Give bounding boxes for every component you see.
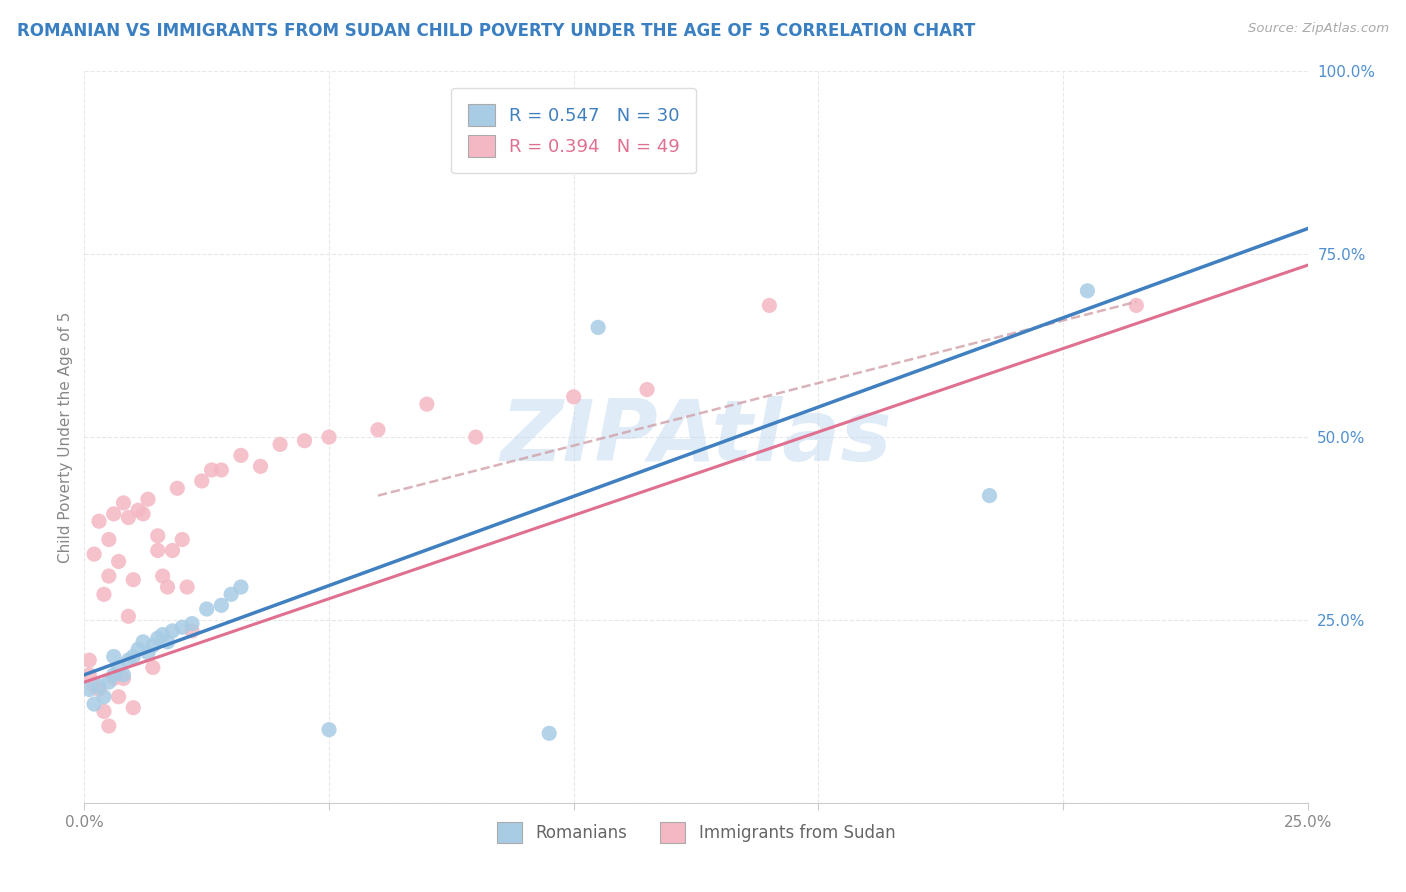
Point xyxy=(195,602,218,616)
Point xyxy=(586,320,609,334)
Point xyxy=(318,723,340,737)
Point xyxy=(97,675,120,690)
Point xyxy=(979,489,1001,503)
Point xyxy=(107,660,129,674)
Point xyxy=(209,599,232,613)
Point xyxy=(142,639,165,653)
Point xyxy=(97,533,120,547)
Point xyxy=(172,620,194,634)
Point xyxy=(87,514,110,528)
Point xyxy=(172,533,194,547)
Point xyxy=(176,580,198,594)
Point xyxy=(103,649,125,664)
Point xyxy=(318,430,340,444)
Point xyxy=(132,635,155,649)
Point xyxy=(181,624,204,638)
Point xyxy=(117,609,139,624)
Point xyxy=(112,667,135,681)
Point xyxy=(156,635,179,649)
Legend: Romanians, Immigrants from Sudan: Romanians, Immigrants from Sudan xyxy=(491,815,901,849)
Point xyxy=(1125,298,1147,312)
Point xyxy=(416,397,439,411)
Point xyxy=(117,510,139,524)
Point xyxy=(249,459,271,474)
Point xyxy=(77,653,100,667)
Point xyxy=(83,547,105,561)
Text: ZIPAtlas: ZIPAtlas xyxy=(501,395,891,479)
Point xyxy=(636,383,658,397)
Point xyxy=(464,430,486,444)
Point xyxy=(146,529,169,543)
Point xyxy=(142,660,165,674)
Point xyxy=(112,496,135,510)
Point xyxy=(77,667,100,681)
Point xyxy=(93,705,115,719)
Point xyxy=(97,569,120,583)
Point xyxy=(122,700,145,714)
Point xyxy=(122,649,145,664)
Point xyxy=(166,481,188,495)
Point xyxy=(294,434,316,448)
Point xyxy=(97,719,120,733)
Point xyxy=(83,679,105,693)
Point xyxy=(122,573,145,587)
Point xyxy=(181,616,204,631)
Point xyxy=(367,423,389,437)
Point xyxy=(200,463,222,477)
Point xyxy=(93,587,115,601)
Text: Source: ZipAtlas.com: Source: ZipAtlas.com xyxy=(1249,22,1389,36)
Text: ROMANIAN VS IMMIGRANTS FROM SUDAN CHILD POVERTY UNDER THE AGE OF 5 CORRELATION C: ROMANIAN VS IMMIGRANTS FROM SUDAN CHILD … xyxy=(17,22,976,40)
Point xyxy=(112,672,135,686)
Point xyxy=(103,667,125,681)
Point xyxy=(191,474,214,488)
Point xyxy=(229,448,252,462)
Point xyxy=(538,726,561,740)
Point xyxy=(219,587,242,601)
Point xyxy=(152,627,174,641)
Point xyxy=(146,632,169,646)
Point xyxy=(562,390,585,404)
Point xyxy=(136,492,159,507)
Point xyxy=(87,679,110,693)
Point xyxy=(758,298,780,312)
Point xyxy=(117,653,139,667)
Point xyxy=(162,624,184,638)
Point xyxy=(136,646,159,660)
Point xyxy=(107,554,129,568)
Point xyxy=(146,543,169,558)
Point xyxy=(83,697,105,711)
Point xyxy=(156,580,179,594)
Point xyxy=(103,672,125,686)
Point xyxy=(209,463,232,477)
Point xyxy=(1076,284,1098,298)
Point xyxy=(132,507,155,521)
Y-axis label: Child Poverty Under the Age of 5: Child Poverty Under the Age of 5 xyxy=(58,311,73,563)
Point xyxy=(152,569,174,583)
Point xyxy=(127,503,149,517)
Point xyxy=(77,682,100,697)
Point xyxy=(229,580,252,594)
Point xyxy=(87,682,110,697)
Point xyxy=(93,690,115,704)
Point xyxy=(269,437,291,451)
Point xyxy=(127,642,149,657)
Point xyxy=(162,543,184,558)
Point xyxy=(103,507,125,521)
Point xyxy=(107,690,129,704)
